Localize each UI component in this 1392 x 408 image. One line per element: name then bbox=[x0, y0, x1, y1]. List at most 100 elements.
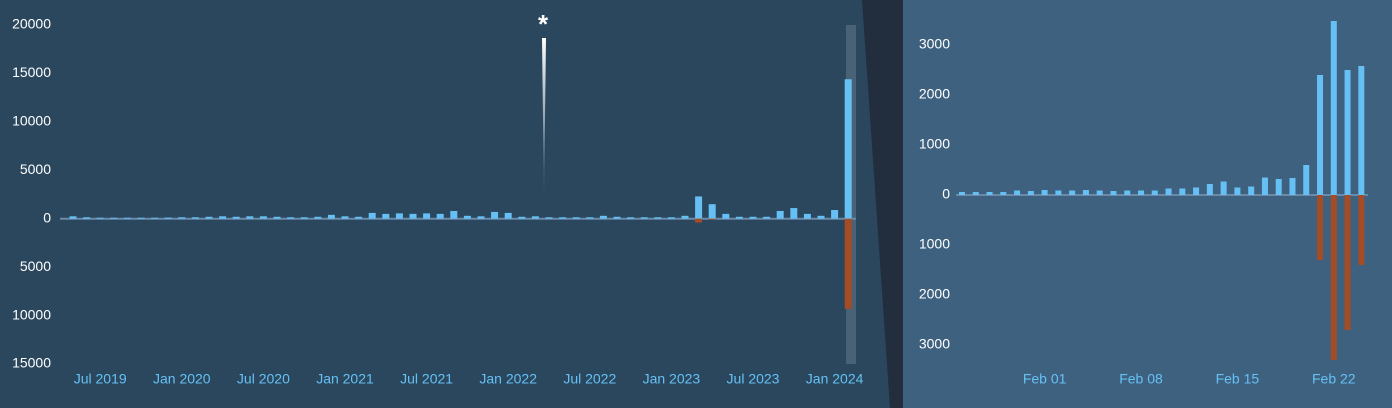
bar bbox=[368, 212, 376, 219]
bar bbox=[1358, 66, 1365, 195]
bar bbox=[1220, 181, 1227, 195]
bar bbox=[1275, 179, 1282, 195]
bar bbox=[708, 218, 716, 220]
bar bbox=[1082, 190, 1089, 195]
bar bbox=[1151, 190, 1158, 195]
bar bbox=[382, 213, 390, 219]
bar bbox=[450, 210, 458, 219]
bar bbox=[96, 217, 104, 219]
bar bbox=[287, 217, 295, 219]
bar bbox=[844, 79, 852, 219]
y-tick-label: 1000 bbox=[919, 236, 950, 252]
x-tick-label: Feb 22 bbox=[1312, 371, 1356, 387]
bar bbox=[246, 216, 254, 219]
x-tick-label: Jul 2021 bbox=[400, 371, 453, 387]
bar bbox=[1289, 178, 1296, 195]
bar bbox=[1330, 195, 1337, 360]
bar bbox=[803, 213, 811, 219]
bar bbox=[355, 216, 363, 219]
y-tick-label: 2000 bbox=[919, 286, 950, 302]
bar bbox=[1303, 165, 1310, 195]
bar bbox=[586, 217, 594, 219]
event-annotation: * bbox=[538, 9, 549, 39]
bar bbox=[1110, 191, 1117, 195]
x-tick-label: Jul 2020 bbox=[237, 371, 290, 387]
y-tick-label: 1000 bbox=[919, 136, 950, 152]
x-tick-label: Jul 2023 bbox=[727, 371, 780, 387]
bar bbox=[123, 217, 131, 219]
bar bbox=[259, 216, 267, 219]
bar bbox=[436, 213, 444, 219]
x-tick-label: Feb 15 bbox=[1216, 371, 1260, 387]
bar bbox=[1055, 190, 1062, 195]
bar bbox=[1330, 21, 1337, 195]
x-tick-label: Jan 2023 bbox=[643, 371, 701, 387]
bar bbox=[695, 196, 703, 219]
detail-panel bbox=[903, 0, 1392, 408]
bar bbox=[695, 218, 703, 223]
x-tick-label: Jan 2020 bbox=[153, 371, 211, 387]
bar bbox=[627, 217, 635, 219]
bar bbox=[844, 218, 852, 309]
bar bbox=[972, 192, 979, 195]
y-tick-label: 15000 bbox=[12, 355, 51, 371]
bar bbox=[1358, 195, 1365, 265]
bar bbox=[545, 217, 553, 219]
bar bbox=[518, 216, 526, 219]
bar bbox=[1138, 190, 1145, 195]
bar bbox=[1124, 190, 1131, 195]
y-tick-label: 0 bbox=[942, 186, 950, 202]
bar bbox=[341, 216, 349, 219]
bar bbox=[1317, 195, 1324, 260]
bar bbox=[314, 216, 322, 219]
x-tick-label: Jan 2024 bbox=[806, 371, 864, 387]
y-tick-label: 5000 bbox=[20, 258, 51, 274]
bar bbox=[776, 210, 784, 219]
bar bbox=[749, 216, 757, 219]
bar bbox=[959, 192, 965, 195]
bar bbox=[273, 216, 281, 219]
bar bbox=[69, 216, 77, 219]
x-tick-label: Jul 2022 bbox=[563, 371, 616, 387]
x-tick-label: Jul 2019 bbox=[74, 371, 127, 387]
bar bbox=[191, 217, 199, 219]
bar bbox=[559, 217, 567, 219]
bar bbox=[1344, 70, 1351, 195]
bar bbox=[178, 217, 186, 219]
bar bbox=[640, 217, 648, 219]
bar bbox=[1234, 187, 1241, 195]
bar bbox=[681, 215, 689, 219]
y-tick-label: 2000 bbox=[919, 86, 950, 102]
bar bbox=[1248, 186, 1255, 195]
bar bbox=[409, 213, 417, 219]
bar bbox=[790, 208, 798, 219]
bar bbox=[599, 215, 607, 219]
bar bbox=[151, 217, 159, 219]
bar bbox=[1344, 195, 1351, 330]
bar bbox=[395, 213, 403, 219]
bar bbox=[477, 216, 485, 219]
bar bbox=[831, 209, 839, 219]
bar bbox=[735, 216, 743, 219]
overview-panel bbox=[0, 0, 890, 408]
y-tick-label: 15000 bbox=[12, 64, 51, 80]
bar bbox=[613, 216, 621, 219]
bar bbox=[205, 216, 213, 219]
x-tick-label: Jan 2021 bbox=[316, 371, 374, 387]
bar bbox=[1261, 177, 1268, 195]
y-tick-label: 10000 bbox=[12, 113, 51, 129]
y-tick-label: 20000 bbox=[12, 16, 51, 32]
y-tick-label: 5000 bbox=[20, 161, 51, 177]
bar bbox=[1041, 190, 1048, 195]
bar bbox=[763, 216, 771, 219]
bar bbox=[708, 204, 716, 219]
bar bbox=[300, 217, 308, 219]
bar bbox=[423, 213, 431, 219]
bar bbox=[1027, 191, 1034, 195]
bar bbox=[504, 212, 512, 219]
bar bbox=[1193, 187, 1200, 195]
bar bbox=[572, 217, 580, 219]
bar bbox=[491, 211, 499, 219]
event-marker bbox=[542, 38, 546, 200]
